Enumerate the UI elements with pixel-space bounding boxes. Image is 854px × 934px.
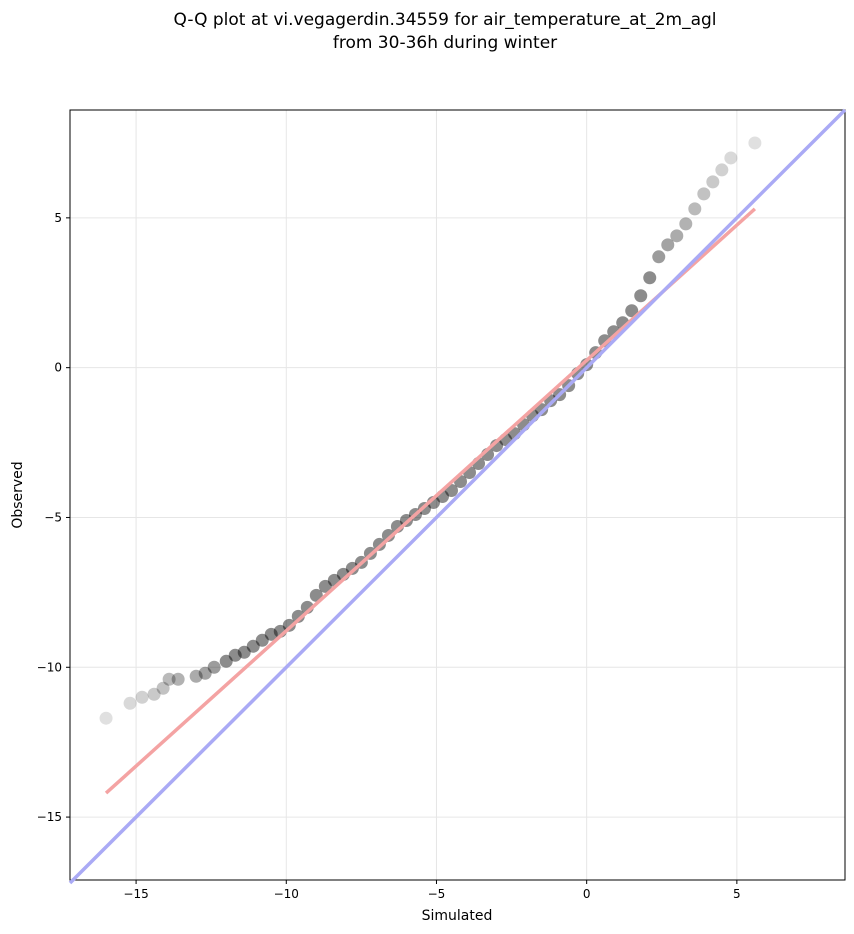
- data-point: [246, 639, 260, 653]
- grid: [70, 110, 845, 880]
- data-point: [318, 579, 332, 593]
- x-axis-label: Simulated: [422, 908, 493, 924]
- data-point: [634, 289, 648, 303]
- y-tick-label: 0: [54, 361, 62, 375]
- data-point: [99, 711, 113, 725]
- data-point: [255, 633, 269, 647]
- data-point: [189, 669, 203, 683]
- x-tick-label: 0: [583, 887, 591, 901]
- data-point: [198, 666, 212, 680]
- data-point: [345, 561, 359, 575]
- data-point: [162, 672, 176, 686]
- data-point: [715, 163, 729, 177]
- data-point: [171, 672, 185, 686]
- y-axis-label: Observed: [10, 461, 26, 528]
- identity-line: [68, 108, 847, 885]
- data-point: [748, 136, 762, 150]
- data-point: [156, 681, 170, 695]
- data-point: [381, 528, 395, 542]
- data-point: [697, 187, 711, 201]
- x-tick-label: −5: [428, 887, 446, 901]
- quantile-points: [99, 136, 762, 725]
- data-point: [661, 238, 675, 252]
- data-point: [219, 654, 233, 668]
- x-tick-label: −10: [274, 887, 299, 901]
- y-tick-label: −5: [44, 510, 62, 524]
- data-point: [652, 250, 666, 264]
- data-point: [237, 645, 251, 659]
- data-point: [123, 696, 137, 710]
- x-tick-label: 5: [733, 887, 741, 901]
- data-point: [264, 627, 278, 641]
- data-point: [724, 151, 738, 165]
- reference-lines: [68, 108, 847, 885]
- data-point: [147, 687, 161, 701]
- axis-ticks: −15 −10 −5 0 5 −15 −10 −5 0 5: [37, 211, 741, 901]
- y-tick-label: −10: [37, 660, 62, 674]
- data-point: [291, 609, 305, 623]
- data-point: [625, 304, 639, 318]
- x-tick-label: −15: [123, 887, 148, 901]
- data-point: [228, 648, 242, 662]
- data-point: [282, 618, 296, 632]
- chart-title-line-1: Q-Q plot at vi.vegagerdin.34559 for air_…: [173, 10, 716, 30]
- data-point: [670, 229, 684, 243]
- data-point: [643, 271, 657, 285]
- y-tick-label: −15: [37, 810, 62, 824]
- data-point: [598, 334, 612, 348]
- plot-frame: [69, 109, 846, 881]
- data-point: [706, 175, 720, 189]
- data-point: [135, 690, 149, 704]
- data-point: [207, 660, 221, 674]
- y-tick-label: 5: [54, 211, 62, 225]
- chart-title-line-2: from 30-36h during winter: [333, 33, 557, 53]
- data-point: [688, 202, 702, 216]
- data-point: [679, 217, 693, 231]
- data-point: [535, 403, 549, 417]
